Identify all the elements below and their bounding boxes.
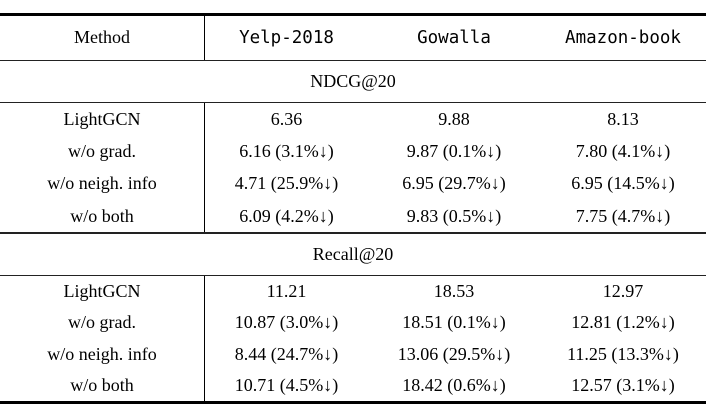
section-header-ndcg20: NDCG@20	[310, 70, 396, 91]
value-cell-amazon: 7.80 (4.1%↓)	[575, 141, 671, 162]
row-ndcg-wo-both: w/o both 6.09 (4.2%↓) 9.83 (0.5%↓) 7.75 …	[0, 199, 706, 233]
value-cell-yelp: 6.16 (3.1%↓)	[239, 141, 334, 162]
value-cell-amazon: 11.25 (13.3%↓)	[567, 343, 679, 364]
rule-below-recall20	[0, 274, 706, 276]
value-cell-amazon: 12.57 (3.1%↓)	[571, 375, 675, 396]
column-header-gowalla: Gowalla	[417, 27, 491, 48]
value-cell-yelp: 6.09 (4.2%↓)	[239, 205, 334, 226]
value-cell-amazon: 7.75 (4.7%↓)	[575, 205, 671, 226]
value-cell-gowalla: 6.95 (29.7%↓)	[402, 173, 506, 194]
method-cell: w/o neigh. info	[0, 167, 205, 200]
method-cell: LightGCN	[0, 275, 205, 308]
value-cell-gowalla: 9.88	[438, 108, 470, 129]
column-header-method: Method	[0, 15, 205, 60]
row-ndcg-wo-grad: w/o grad. 6.16 (3.1%↓) 9.87 (0.1%↓) 7.80…	[0, 135, 706, 168]
rule-above-recall20	[0, 232, 706, 234]
value-cell-yelp: 4.71 (25.9%↓)	[234, 173, 339, 194]
section-header-recall20: Recall@20	[312, 243, 394, 264]
method-cell: w/o grad.	[0, 135, 205, 168]
value-cell-yelp: 6.36	[270, 108, 303, 129]
value-cell-gowalla: 9.87 (0.1%↓)	[406, 141, 502, 162]
method-cell: w/o grad.	[0, 307, 205, 339]
value-cell-yelp: 8.44 (24.7%↓)	[234, 343, 339, 364]
top-rule	[0, 13, 706, 16]
value-cell-gowalla: 9.83 (0.5%↓)	[406, 205, 502, 226]
rule-below-ndcg20	[0, 101, 706, 104]
value-cell-yelp: 10.87 (3.0%↓)	[234, 312, 339, 333]
value-cell-amazon: 8.13	[607, 108, 639, 129]
column-header-yelp-2018: Yelp-2018	[239, 27, 334, 48]
column-header-amazon-book: Amazon-book	[565, 27, 681, 48]
row-recall-wo-neigh-info: w/o neigh. info 8.44 (24.7%↓) 13.06 (29.…	[0, 338, 706, 371]
value-cell-gowalla: 18.51 (0.1%↓)	[402, 312, 506, 333]
method-cell: w/o both	[0, 370, 205, 402]
bottom-rule	[0, 401, 706, 405]
value-cell-yelp: 11.21	[266, 281, 307, 302]
value-cell-amazon: 6.95 (14.5%↓)	[571, 173, 675, 194]
value-cell-gowalla: 13.06 (29.5%↓)	[397, 343, 511, 364]
row-ndcg-lightgcn: LightGCN 6.36 9.88 8.13	[0, 103, 706, 136]
method-cell: w/o both	[0, 199, 205, 233]
rule-below-header	[0, 59, 706, 61]
row-ndcg-wo-neigh-info: w/o neigh. info 4.71 (25.9%↓) 6.95 (29.7…	[0, 167, 706, 200]
value-cell-amazon: 12.97	[602, 281, 644, 302]
row-recall-lightgcn: LightGCN 11.21 18.53 12.97	[0, 275, 706, 308]
header-row: Method Yelp-2018 Gowalla Amazon-book	[0, 15, 706, 60]
method-cell: LightGCN	[0, 103, 205, 136]
value-cell-yelp: 10.71 (4.5%↓)	[234, 375, 339, 396]
value-cell-gowalla: 18.42 (0.6%↓)	[402, 375, 506, 396]
ablation-results-table: Method Yelp-2018 Gowalla Amazon-book NDC…	[0, 13, 706, 405]
row-recall-wo-both: w/o both 10.71 (4.5%↓) 18.42 (0.6%↓) 12.…	[0, 370, 706, 402]
value-cell-amazon: 12.81 (1.2%↓)	[571, 312, 675, 333]
method-cell: w/o neigh. info	[0, 338, 205, 371]
row-recall-wo-grad: w/o grad. 10.87 (3.0%↓) 18.51 (0.1%↓) 12…	[0, 307, 706, 339]
value-cell-gowalla: 18.53	[433, 281, 475, 302]
